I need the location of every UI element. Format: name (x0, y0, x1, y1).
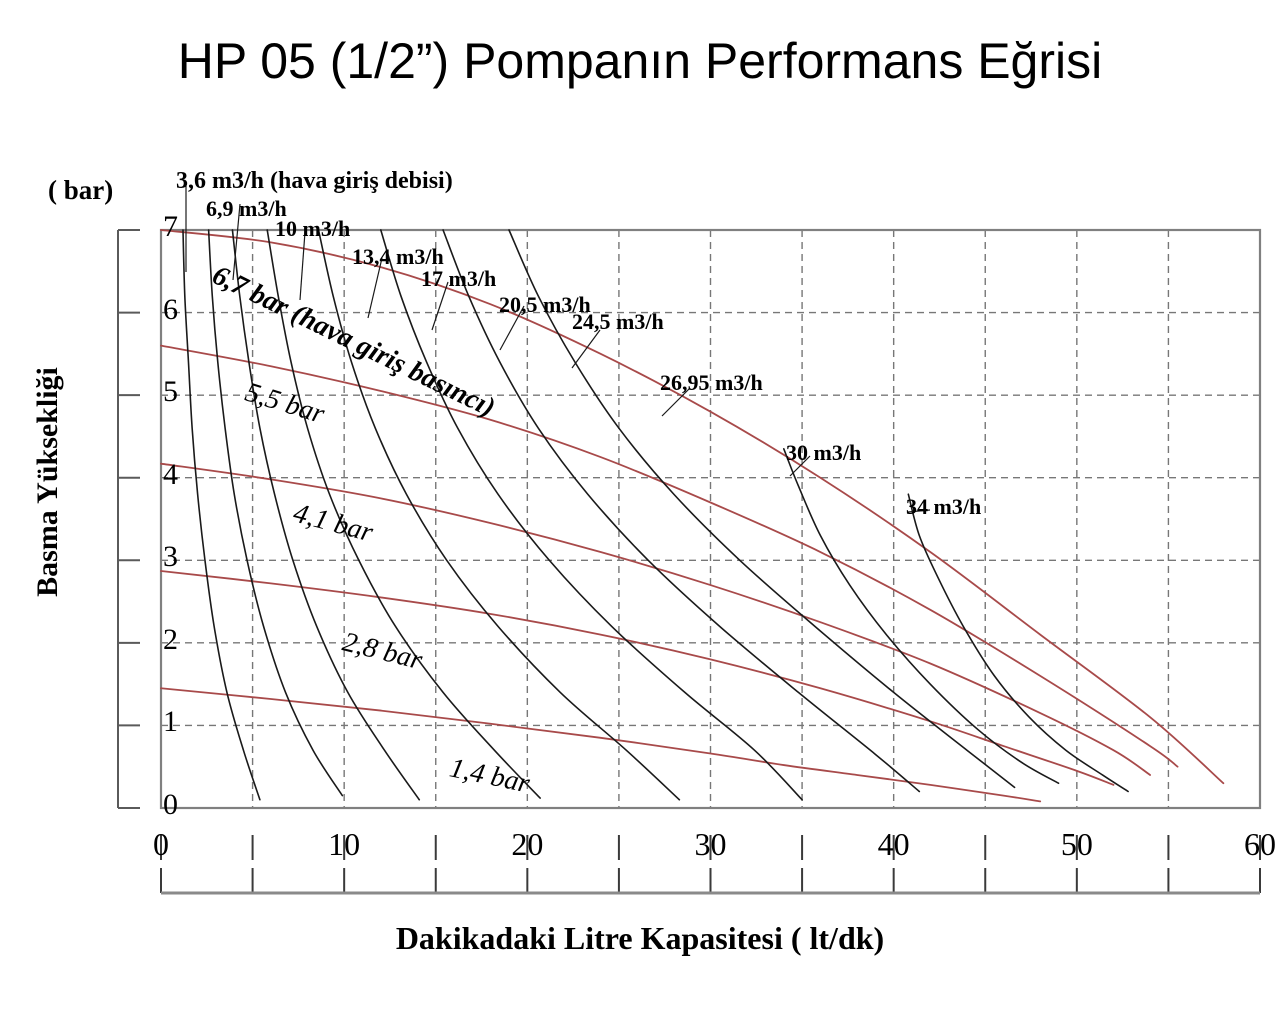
flow-label-3: 13,4 m3/h (352, 244, 444, 269)
y-tick-3: 3 (163, 540, 178, 574)
leader-line-5 (499, 305, 525, 351)
flow-curve-26-95-m3-h (508, 229, 1016, 789)
x-tick-20: 20 (511, 826, 544, 862)
leader-line-3 (367, 257, 383, 319)
y-tick-4: 4 (163, 457, 178, 491)
flow-curve-17-m3-h (317, 229, 681, 801)
y-tick-5: 5 (163, 375, 178, 409)
flow-label-5: 20,5 m3/h (499, 292, 591, 317)
x-tick-50: 50 (1060, 826, 1093, 862)
leader-line-8 (789, 455, 811, 477)
x-tick-30: 30 (694, 826, 727, 862)
flow-curve-30-m3-h (782, 448, 1060, 785)
flow-label-2: 10 m3/h (275, 216, 351, 241)
y-tick-2: 2 (163, 622, 178, 656)
flow-curve-13-4-m3-h (266, 229, 541, 799)
y-axis-unit-label: ( bar) (48, 175, 114, 205)
pressure-curve-2-8-bar (160, 570, 1115, 786)
x-tick-60: 60 (1244, 826, 1276, 862)
leader-line-6 (571, 329, 601, 369)
flow-label-7: 26,95 m3/h (660, 370, 763, 395)
flow-label-1: 6,9 m3/h (206, 196, 287, 221)
y-tick-0: 0 (163, 788, 178, 821)
x-tick-10: 10 (328, 826, 361, 862)
y-tick-6: 6 (163, 292, 178, 326)
flow-label-4: 17 m3/h (421, 266, 497, 291)
flow-label-0: 3,6 m3/h (hava giriş debisi) (176, 168, 453, 194)
leader-line-2 (299, 231, 306, 301)
leader-line-4 (431, 281, 449, 331)
x-tick-0: 0 (153, 826, 169, 862)
y-tick-1: 1 (163, 705, 178, 739)
flow-curve-34-m3-h (907, 493, 1129, 793)
flow-label-8: 30 m3/h (786, 440, 862, 465)
flow-curve-6-9-m3-h (207, 229, 344, 797)
x-axis-title: Dakikadaki Litre Kapasitesi ( lt/dk) (395, 920, 885, 956)
leader-line-7 (661, 387, 691, 417)
pressure-curve-1-4-bar (160, 687, 1042, 803)
flow-curve-10-m3-h (231, 229, 421, 801)
flow-curve-3-6-m3-h (182, 229, 261, 801)
page-title: HP 05 (1/2”) Pompanın Performans Eğrisi (177, 33, 1103, 89)
flow-label-9: 34 m3/h (906, 494, 982, 519)
pressure-curve-5-5-bar (160, 344, 1179, 768)
x-tick-40: 40 (877, 826, 910, 862)
flow-curve-20-5-m3-h (380, 229, 803, 801)
pressure-curve-6-7-bar (160, 229, 1225, 785)
y-tick-7: 7 (163, 210, 178, 243)
flow-curve-24-5-m3-h (442, 229, 921, 793)
pressure-curve-4-1-bar (160, 462, 1151, 776)
flow-label-6: 24,5 m3/h (572, 309, 664, 334)
leader-line-9 (907, 509, 931, 513)
leader-line-1 (232, 203, 241, 281)
